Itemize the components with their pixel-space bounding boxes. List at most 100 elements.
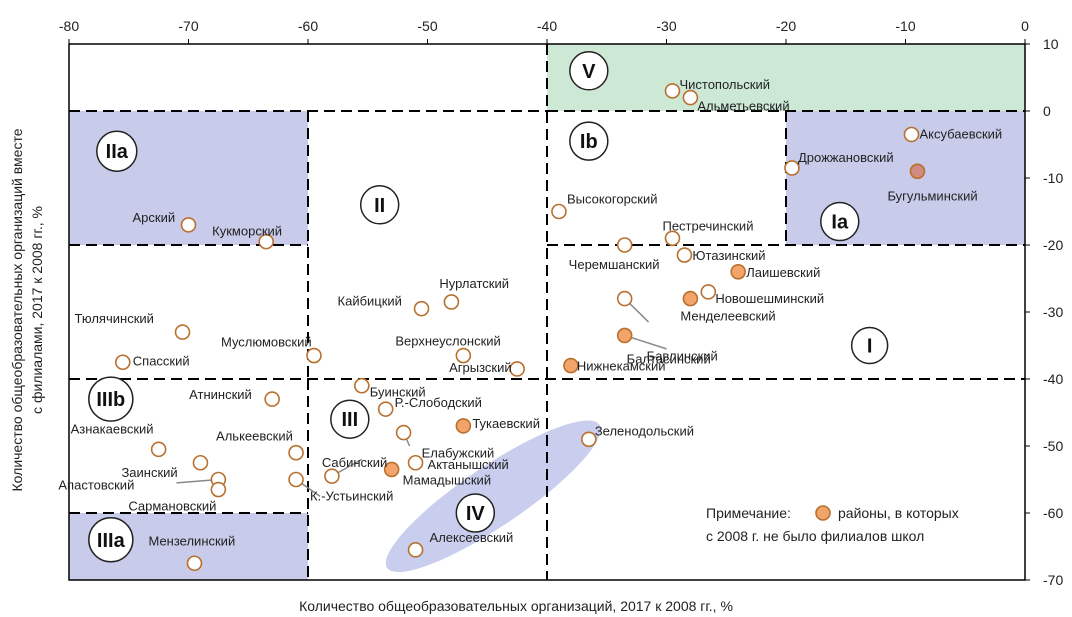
- point-marker: [682, 290, 699, 307]
- point-marker: [909, 163, 926, 180]
- point-label: Бугульминский: [887, 188, 977, 203]
- legend-prefix: Примечание:: [706, 505, 791, 521]
- axis-ticks: -80 -70 -60 -50 -40 -30 -20 -10 0 10 0 -10 -20 -30 -40…: [59, 18, 1064, 588]
- point-label: Р.-Слободский: [395, 395, 482, 410]
- zone-ia-badge: [820, 201, 860, 242]
- point-label: Балтасинский: [627, 352, 711, 367]
- point-marker: [306, 347, 322, 364]
- point-marker: [383, 461, 400, 478]
- point-label: Заинский: [121, 465, 177, 480]
- zone-ii-label: II: [374, 195, 385, 217]
- point-marker: [210, 481, 227, 498]
- point-label: Зеленодольский: [595, 423, 694, 438]
- point-marker: [700, 284, 717, 300]
- y-tick-label: -50: [1043, 438, 1063, 454]
- x-tick-label: -70: [178, 18, 198, 34]
- x-tick-label: -10: [895, 18, 915, 34]
- point-label: Лаишевский: [746, 265, 820, 280]
- point-label: Чистопольский: [679, 77, 770, 92]
- point-label: Спасский: [133, 353, 190, 368]
- point-label: Бавлинский: [647, 348, 718, 363]
- point-label: Мамадышский: [403, 472, 491, 487]
- point-label: Елабужский: [422, 446, 495, 461]
- x-tick-label: 0: [1021, 18, 1029, 34]
- point-marker: [664, 230, 681, 247]
- point-marker: [192, 454, 209, 471]
- point-marker: [258, 233, 274, 250]
- point-marker: [413, 300, 430, 317]
- x-tick-label: -80: [59, 18, 79, 34]
- point-marker: [395, 424, 412, 441]
- point-marker: [616, 327, 633, 344]
- zone-ib-badge: [569, 121, 609, 161]
- point-label: Нурлатский: [439, 276, 509, 291]
- point-marker: [288, 444, 304, 461]
- point-marker: [324, 468, 340, 484]
- point-marker: [455, 347, 472, 364]
- y-axis-title-line1: Количество общеобразовательных организац…: [9, 128, 25, 491]
- point-marker: [616, 237, 633, 253]
- zone-i-badge: [850, 326, 889, 365]
- zone-iiib-label: IIIb: [96, 389, 125, 411]
- point-marker: [150, 441, 167, 458]
- point-label: Кайбицкий: [338, 294, 402, 309]
- y-tick-label: 10: [1043, 36, 1059, 52]
- x-tick-label: -20: [776, 18, 796, 34]
- zone-iiia-badge: [88, 517, 134, 563]
- point-marker: [581, 431, 597, 448]
- point-marker: [288, 471, 304, 488]
- zone-v-fill: [547, 44, 1025, 111]
- point-marker: [174, 324, 191, 340]
- zone-iiia-label: IIIa: [97, 530, 126, 552]
- point-label: Черемшанский: [569, 257, 660, 272]
- legend-text-line2: с 2008 г. не было филиалов школ: [706, 528, 924, 544]
- point-marker: [509, 361, 525, 377]
- zone-iiib-badge: [88, 376, 134, 422]
- y-tick-label: -30: [1043, 304, 1063, 320]
- point-label: Апастовский: [58, 478, 134, 493]
- point-label: Альметьевский: [697, 99, 789, 114]
- point-label: Тюлячинский: [75, 311, 154, 326]
- zone-ii-badge: [359, 185, 400, 225]
- point-label: Агрызский: [449, 360, 512, 375]
- point-marker: [616, 290, 633, 307]
- x-tick-label: -40: [537, 18, 557, 34]
- y-tick-label: -10: [1043, 170, 1063, 186]
- zone-v-label: V: [582, 61, 596, 83]
- y-tick-label: -70: [1043, 572, 1063, 588]
- x-tick-label: -50: [417, 18, 437, 34]
- point-marker: [903, 126, 920, 143]
- zone-iia-badge: [96, 130, 138, 172]
- point-marker: [264, 391, 280, 407]
- legend-text-line1: районы, в которых: [838, 505, 959, 521]
- point-label: Ютазинский: [692, 248, 765, 263]
- zone-iv-label: IV: [466, 503, 486, 525]
- point-label: Дрожжановский: [798, 150, 894, 165]
- point-marker: [186, 555, 203, 572]
- zone-ia-label: Ia: [831, 212, 849, 234]
- point-marker: [730, 263, 747, 280]
- zone-iii-badge: [330, 399, 370, 439]
- point-marker: [353, 377, 370, 394]
- point-marker: [377, 401, 394, 417]
- zone-iia-label: IIa: [106, 141, 129, 163]
- zone-boundaries: [69, 44, 1025, 580]
- point-labels: Чистопольский Альметьевский Аксубаевский Др…: [58, 77, 1002, 548]
- y-tick-label: -60: [1043, 505, 1063, 521]
- point-label: Алексеевский: [430, 530, 514, 545]
- point-label: Азнакаевский: [71, 421, 154, 436]
- point-label: Сармановский: [128, 499, 216, 514]
- zone-iii-label: III: [341, 409, 358, 431]
- x-tick-label: -30: [656, 18, 676, 34]
- point-marker: [114, 354, 131, 371]
- y-tick-label: -20: [1043, 237, 1063, 253]
- y-tick-label: 0: [1043, 103, 1051, 119]
- point-marker: [563, 357, 579, 374]
- point-marker: [682, 89, 699, 106]
- legend: Примечание: районы, в которых с 2008 г. …: [706, 505, 959, 544]
- y-axis-title-line2: с филиалами, 2017 к 2008 гг., %: [29, 206, 45, 414]
- x-tick-label: -60: [298, 18, 318, 34]
- point-label: Муслюмовский: [221, 335, 312, 350]
- point-label: Высокогорский: [567, 192, 658, 207]
